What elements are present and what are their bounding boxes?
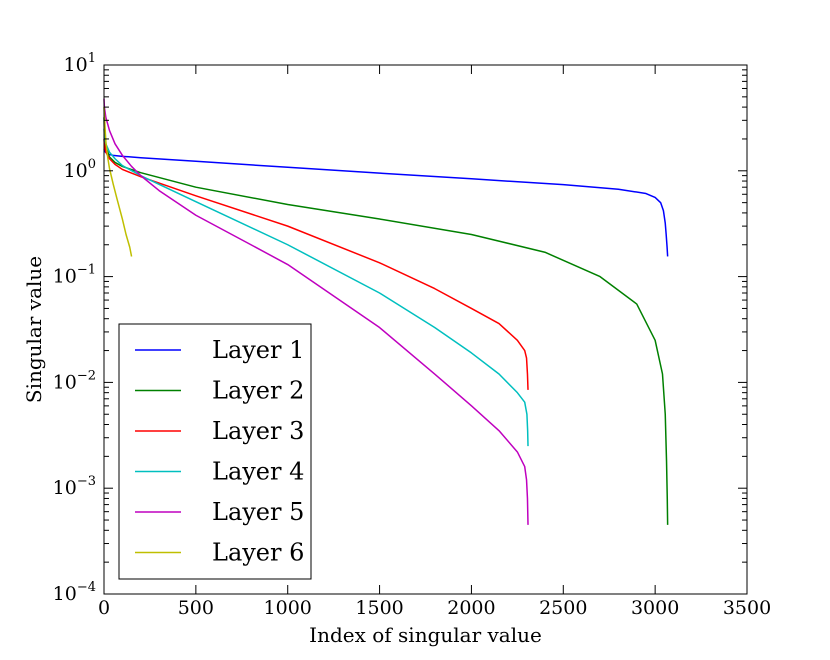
legend: Layer 1 Layer 2 Layer 3 Layer 4 Layer 5 Layer… (118, 323, 312, 580)
x-tick-label: 3500 (723, 597, 771, 619)
x-tick-label: 2000 (447, 597, 495, 619)
x-tick-label: 1000 (264, 597, 312, 619)
series-line-4 (103, 128, 529, 447)
series-line-3 (103, 138, 529, 390)
legend-label-2: Layer 2 (212, 377, 304, 405)
x-tick-label: 0 (98, 597, 110, 619)
legend-label-4: Layer 4 (212, 458, 304, 486)
x-tick-label: 2500 (539, 597, 587, 619)
legend-box (118, 323, 312, 580)
x-tick-label: 1500 (355, 597, 403, 619)
legend-label-3: Layer 3 (212, 417, 304, 445)
x-tick-label: 3000 (631, 597, 679, 619)
series-line-1 (103, 148, 669, 257)
series-line-5 (103, 98, 529, 525)
series-line-6 (103, 107, 133, 257)
y-axis-label: Singular value (22, 256, 46, 403)
legend-label-5: Layer 5 (212, 498, 304, 526)
x-tick-label: 500 (178, 597, 214, 619)
legend-label-6: Layer 6 (212, 539, 304, 567)
legend-label-1: Layer 1 (212, 336, 304, 364)
axis-ticks: 0 500 1000 1500 2000 2500 3000 350010−410−310−2… (53, 51, 772, 619)
x-axis-label: Index of singular value (309, 623, 542, 647)
plot-area-frame (103, 64, 748, 595)
series-group (103, 98, 669, 525)
series-line-2 (103, 117, 669, 525)
